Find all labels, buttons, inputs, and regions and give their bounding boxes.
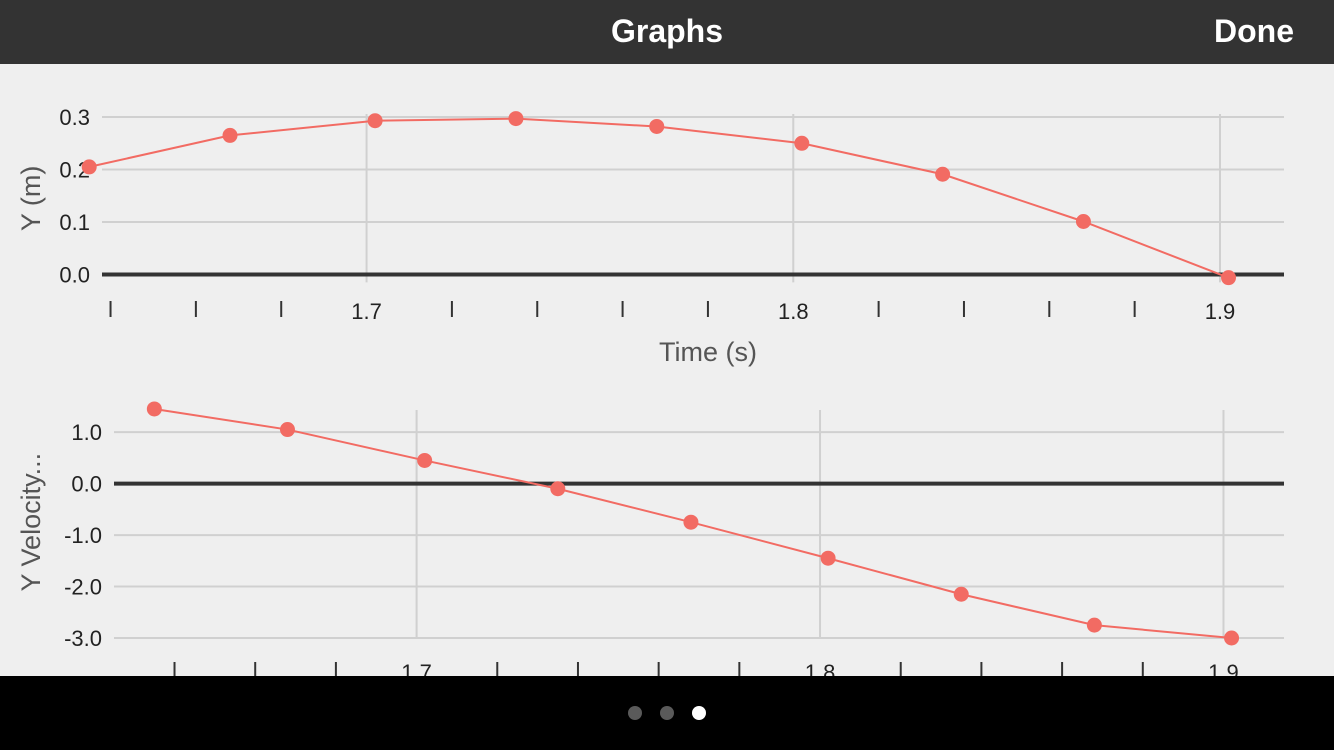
data-point	[953, 586, 969, 602]
data-point	[794, 135, 810, 151]
y-tick-label: 0.0	[59, 263, 90, 288]
data-point	[279, 422, 295, 438]
page-dot-3[interactable]	[692, 706, 706, 720]
y-tick-label: 0.3	[59, 105, 90, 130]
y-axis-label: Y (m)	[16, 166, 46, 232]
x-tick-label: 1.9	[1205, 299, 1236, 324]
data-point	[1221, 270, 1237, 286]
navigation-bar: Graphs Done	[0, 0, 1334, 64]
x-tick-label: 1.9	[1208, 660, 1239, 676]
done-button[interactable]: Done	[1214, 13, 1294, 49]
page-control[interactable]	[0, 676, 1334, 750]
page-dot-2[interactable]	[660, 706, 674, 720]
page-indicator-bar	[0, 676, 1334, 750]
data-point	[649, 118, 665, 134]
x-tick-label: 1.7	[401, 660, 432, 676]
x-tick-label: 1.8	[778, 299, 809, 324]
data-point	[683, 514, 699, 530]
data-point	[1075, 214, 1091, 229]
data-point	[146, 401, 162, 417]
series-line	[88, 117, 1229, 279]
x-axis-label: Time (s)	[659, 337, 757, 367]
x-tick-label: 1.7	[351, 299, 382, 324]
page-title: Graphs	[610, 13, 724, 49]
y-tick-label: -1.0	[64, 523, 102, 548]
data-point	[935, 166, 951, 182]
data-point	[81, 159, 97, 175]
graphs-content: 0.0 0.1 0.2 0.3 1.7 1.8 1.9 Time (s) Y (m) 1.0 0.…	[0, 64, 1334, 676]
y-axis-label: Y Velocity...	[16, 453, 46, 592]
page-dot-1[interactable]	[628, 706, 642, 720]
data-point	[508, 111, 524, 127]
data-point	[367, 113, 383, 129]
y-tick-label: 1.0	[71, 420, 102, 445]
data-point	[1086, 617, 1102, 633]
y-tick-label: 0.0	[71, 472, 102, 497]
y-tick-label: 0.1	[59, 210, 90, 235]
data-point	[1224, 630, 1240, 646]
y-tick-label: -2.0	[64, 575, 102, 600]
y-tick-label: -3.0	[64, 626, 102, 651]
data-point	[222, 127, 238, 143]
data-point	[550, 481, 566, 497]
data-point	[417, 452, 433, 468]
data-point	[820, 550, 836, 566]
x-tick-label: 1.8	[805, 660, 836, 676]
